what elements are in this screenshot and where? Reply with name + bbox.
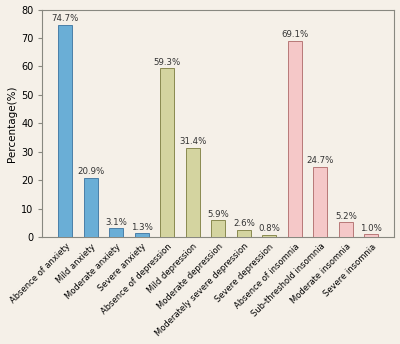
Bar xyxy=(109,228,124,237)
Text: 1.3%: 1.3% xyxy=(131,223,153,232)
Text: 5.2%: 5.2% xyxy=(335,212,357,221)
Bar xyxy=(237,230,251,237)
Text: 20.9%: 20.9% xyxy=(77,167,104,176)
Bar xyxy=(364,234,378,237)
Text: 69.1%: 69.1% xyxy=(281,30,308,39)
Text: 0.8%: 0.8% xyxy=(258,224,280,233)
Bar xyxy=(314,167,328,237)
Bar xyxy=(84,178,98,237)
Bar xyxy=(58,25,72,237)
Bar xyxy=(135,233,149,237)
Bar xyxy=(212,220,226,237)
Bar xyxy=(262,235,276,237)
Text: 31.4%: 31.4% xyxy=(179,137,207,146)
Text: 3.1%: 3.1% xyxy=(106,218,127,227)
Bar xyxy=(160,68,174,237)
Text: 59.3%: 59.3% xyxy=(154,58,181,67)
Y-axis label: Percentage(%): Percentage(%) xyxy=(7,85,17,162)
Bar xyxy=(186,148,200,237)
Bar xyxy=(339,222,353,237)
Text: 1.0%: 1.0% xyxy=(360,224,382,233)
Text: 5.9%: 5.9% xyxy=(208,210,229,219)
Bar xyxy=(288,41,302,237)
Text: 74.7%: 74.7% xyxy=(52,14,79,23)
Text: 24.7%: 24.7% xyxy=(307,157,334,165)
Text: 2.6%: 2.6% xyxy=(233,219,255,228)
